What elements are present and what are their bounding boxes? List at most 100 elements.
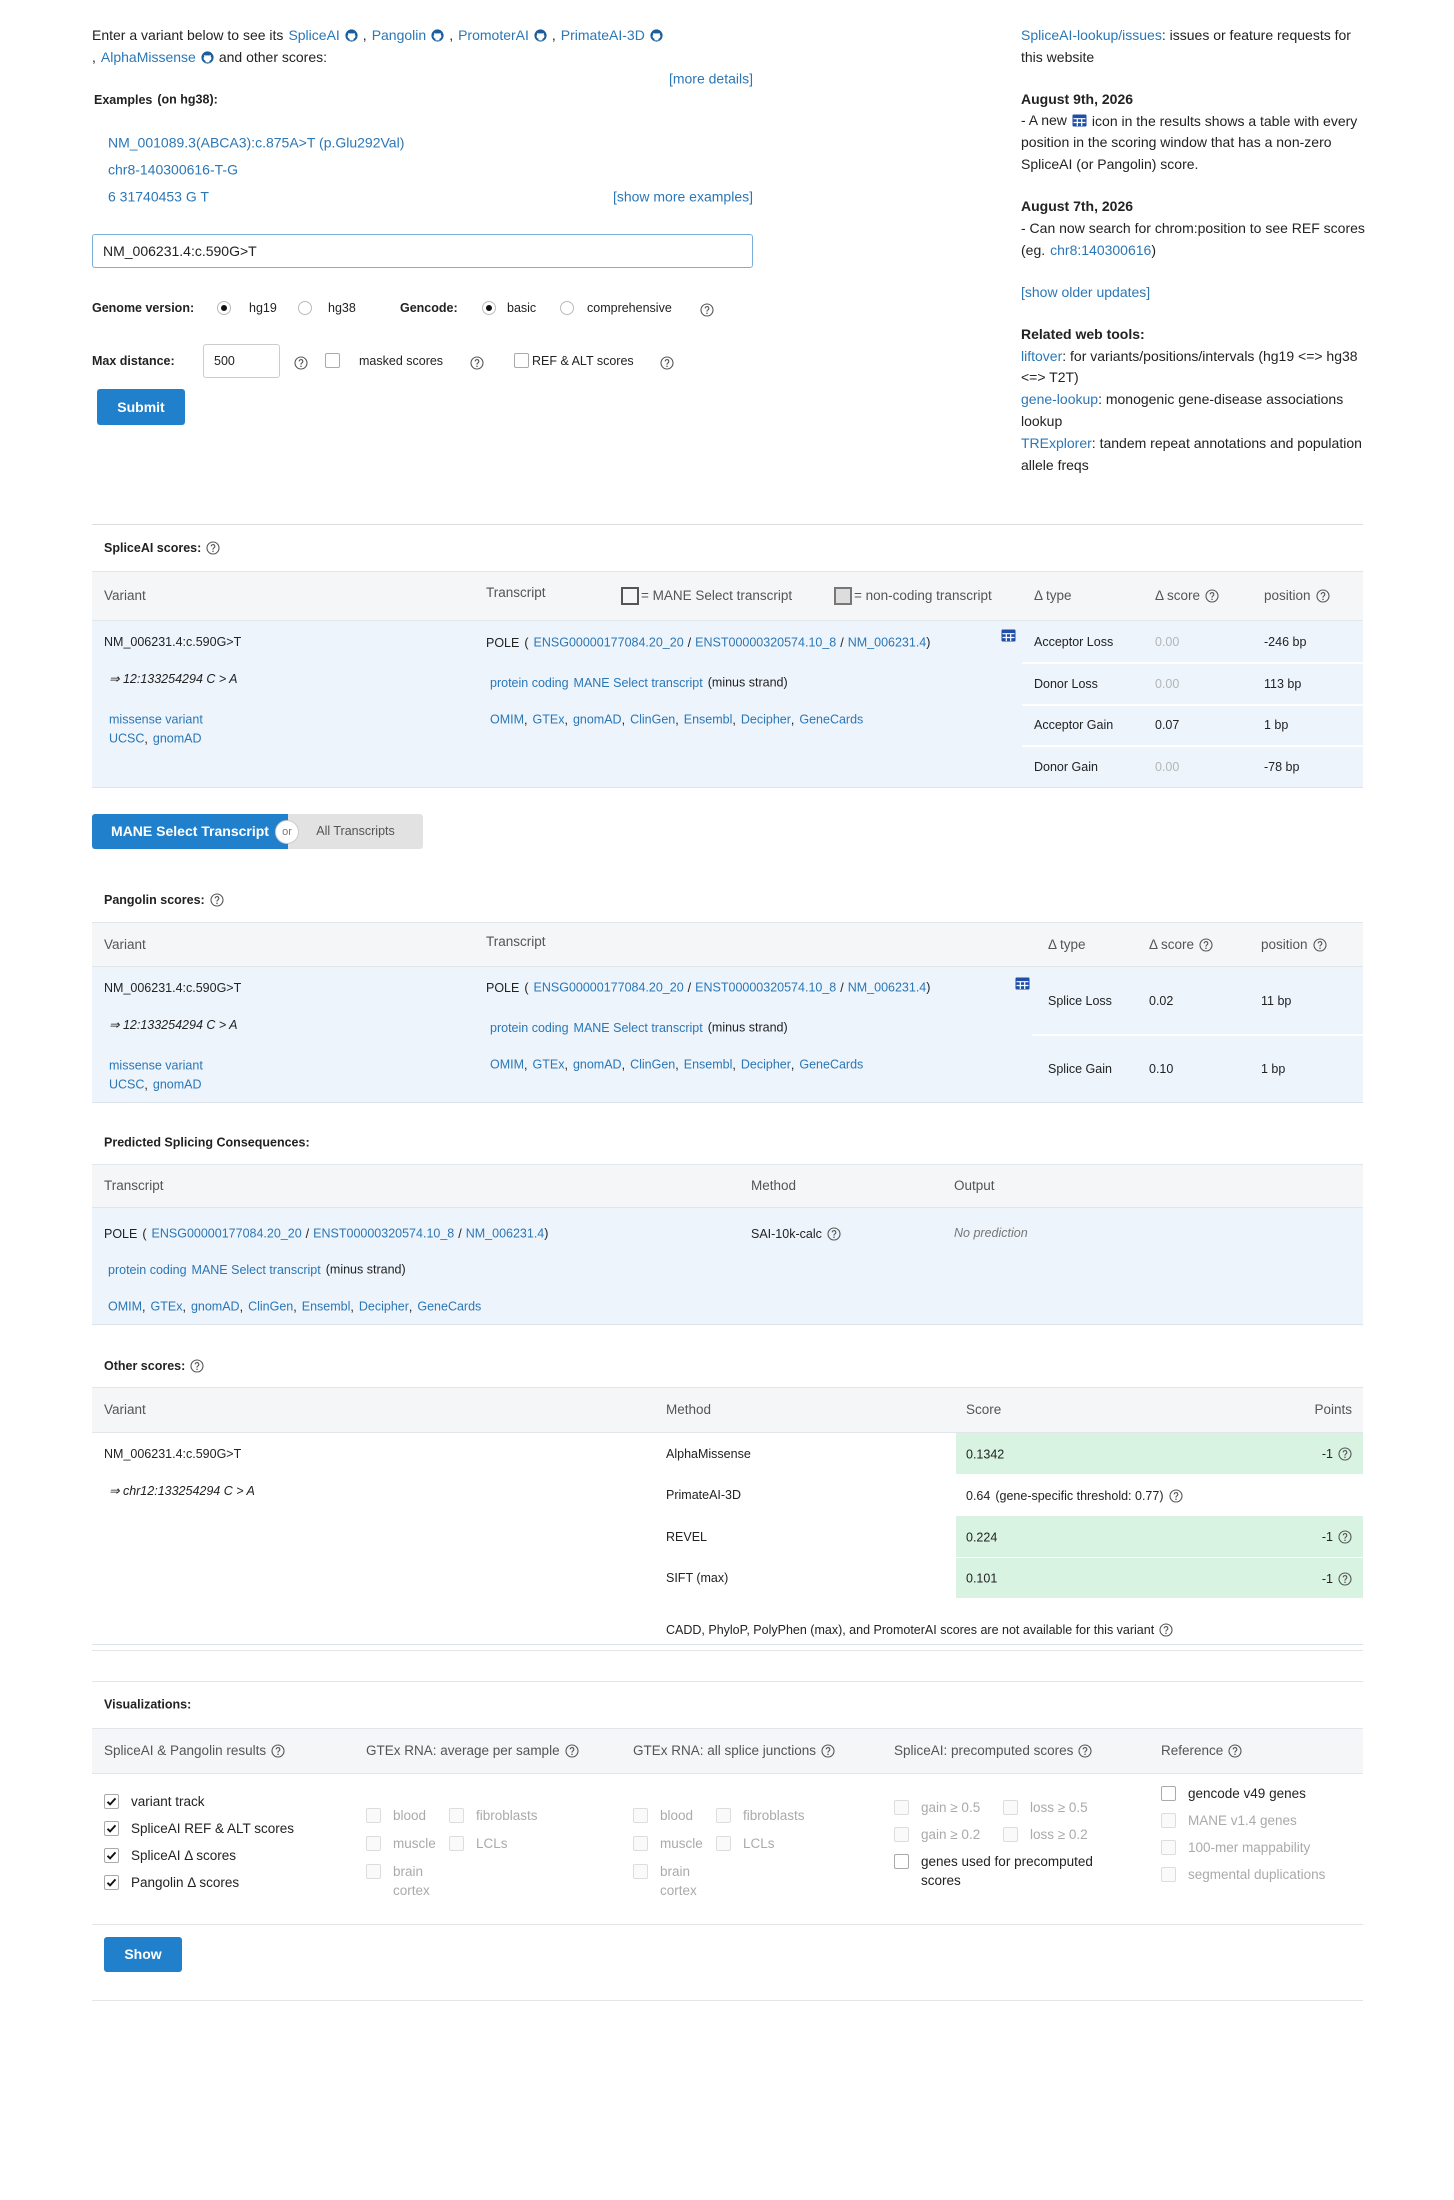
icon-help[interactable] [660,356,674,370]
icon-help[interactable] [700,303,714,317]
link[interactable]: PrimateAI-3D [560,26,645,43]
link[interactable]: GTEx [150,1299,183,1314]
icon-help[interactable] [1338,1530,1352,1545]
viz-option[interactable]: gencode v49 genes [1161,1784,1381,1803]
checkbox[interactable] [104,1875,119,1890]
submit-button[interactable]: Submit [97,389,185,425]
checkbox[interactable] [1161,1786,1176,1801]
link[interactable]: GeneCards [417,1299,482,1314]
link[interactable]: protein coding [108,1262,187,1277]
viz-option[interactable]: variant track [104,1792,324,1811]
link[interactable]: GTEx [532,712,565,727]
link[interactable]: NM_006231.4 [465,1226,545,1241]
icon-gh[interactable] [650,29,663,42]
viz-option[interactable]: SpliceAI REF & ALT scores [104,1819,324,1838]
link[interactable]: MANE Select transcript [573,1020,703,1035]
icon-help[interactable] [565,1744,579,1758]
icon-help[interactable] [1159,1623,1173,1637]
table-icon[interactable] [1015,977,1030,990]
icon-help[interactable] [271,1744,285,1758]
link[interactable]: gnomAD [152,1077,202,1092]
icon-help[interactable] [470,356,484,370]
link[interactable]: ClinGen [248,1299,294,1314]
viz-option[interactable]: genes used for precomputed scores [894,1852,1123,1890]
icon-help[interactable] [1338,1447,1352,1462]
link[interactable]: chr8:140300616 [1050,241,1152,258]
link[interactable]: gene-lookup [1021,390,1099,407]
checkbox[interactable] [514,353,529,368]
link[interactable]: Decipher [358,1299,409,1314]
link[interactable]: chr8-140300616-T-G [108,161,238,178]
icon-help[interactable] [206,541,220,555]
checkbox[interactable] [894,1854,909,1869]
link[interactable]: ENST00000320574.10_8 [313,1226,455,1241]
link[interactable]: GeneCards [799,712,864,727]
link[interactable]: ENSG00000177084.20_20 [151,1226,302,1241]
link[interactable]: PromoterAI [458,26,529,43]
icon-help[interactable] [1228,1744,1242,1758]
link[interactable]: NM_006231.4 [847,635,927,650]
link[interactable]: GTEx [532,1057,565,1072]
link[interactable]: missense variant [109,712,203,727]
icon-help[interactable] [1338,1572,1352,1586]
link[interactable]: TRExplorer [1021,434,1092,451]
link[interactable]: protein coding [490,675,569,690]
link[interactable]: ClinGen [630,712,676,727]
link[interactable]: MANE Select transcript [191,1262,321,1277]
link[interactable]: liftover [1021,347,1063,364]
link[interactable]: ENST00000320574.10_8 [695,635,837,650]
show-button[interactable]: Show [104,1937,182,1972]
link[interactable]: gnomAD [572,1057,622,1072]
radio[interactable] [560,301,574,315]
link[interactable]: gnomAD [152,731,202,746]
link[interactable]: SpliceAI-lookup/issues [1021,26,1162,43]
link[interactable]: OMIM [490,1057,525,1072]
max-distance-input[interactable]: 500 [203,344,280,378]
link[interactable]: protein coding [490,1020,569,1035]
checkbox[interactable] [325,353,340,368]
all-toggle[interactable]: All Transcripts [288,814,423,849]
radio[interactable] [482,301,496,315]
mane-toggle[interactable]: MANE Select Transcript [92,814,288,849]
link[interactable]: Ensembl [683,712,733,727]
link[interactable]: ClinGen [630,1057,676,1072]
link[interactable]: UCSC [109,731,145,746]
icon-help[interactable] [1199,938,1213,952]
link[interactable]: Ensembl [301,1299,351,1314]
icon-gh[interactable] [201,51,214,64]
icon-help[interactable] [827,1227,841,1241]
link[interactable]: UCSC [109,1077,145,1092]
link[interactable]: MANE Select transcript [573,675,703,690]
link[interactable]: GeneCards [799,1057,864,1072]
radio[interactable] [217,301,231,315]
icon-help[interactable] [210,893,224,907]
icon-help[interactable] [1078,1744,1092,1758]
link[interactable]: Decipher [740,1057,791,1072]
link[interactable]: ENST00000320574.10_8 [695,980,837,995]
icon-help[interactable] [190,1359,204,1373]
radio[interactable] [298,301,312,315]
variant-input[interactable]: NM_006231.4:c.590G>T [92,234,753,268]
checkbox[interactable] [104,1821,119,1836]
icon-help[interactable] [821,1744,835,1758]
link[interactable]: SpliceAI [288,26,340,43]
link[interactable]: Ensembl [683,1057,733,1072]
link[interactable]: missense variant [109,1058,203,1073]
checkbox[interactable] [104,1848,119,1863]
icon-help[interactable] [1205,589,1219,603]
link[interactable]: [show more examples] [612,188,753,205]
link[interactable]: ENSG00000177084.20_20 [533,980,684,995]
link[interactable]: NM_001089.3(ABCA3):c.875A>T (p.Glu292Val… [108,134,405,151]
icon-gh[interactable] [431,29,444,42]
link[interactable]: NM_006231.4 [847,980,927,995]
link[interactable]: ENSG00000177084.20_20 [533,635,684,650]
icon-help[interactable] [294,356,308,370]
link[interactable]: Decipher [740,712,791,727]
icon-help[interactable] [1315,589,1330,603]
checkbox[interactable] [104,1794,119,1809]
link[interactable]: OMIM [108,1299,143,1314]
link[interactable]: [more details] [668,70,753,87]
link[interactable]: AlphaMissense [100,48,196,65]
link[interactable]: gnomAD [572,712,622,727]
link[interactable]: OMIM [490,712,525,727]
